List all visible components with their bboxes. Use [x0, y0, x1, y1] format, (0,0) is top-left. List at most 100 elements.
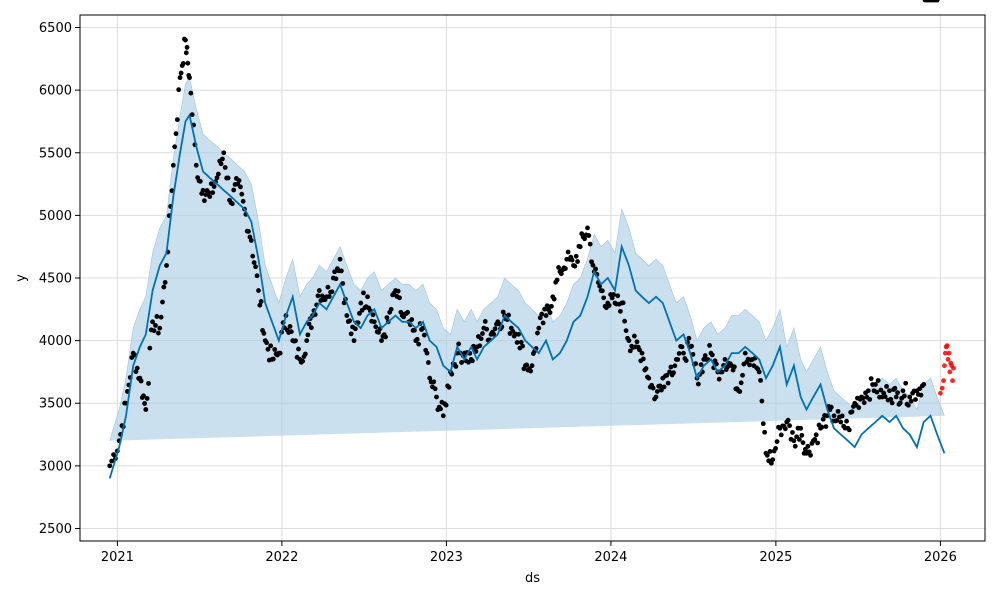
- observed-point: [146, 381, 151, 386]
- observed-point: [565, 249, 571, 255]
- observed-point: [892, 385, 898, 391]
- observed-point: [440, 413, 446, 419]
- observed-point: [248, 238, 254, 243]
- recent-point: [942, 350, 948, 356]
- observed-point: [790, 430, 795, 435]
- observed-point: [111, 452, 116, 458]
- observed-point: [187, 75, 192, 81]
- observed-point: [405, 309, 411, 315]
- observed-point: [537, 315, 543, 321]
- observed-point: [250, 253, 256, 259]
- observed-point: [681, 350, 686, 356]
- observed-point: [453, 364, 459, 369]
- forecast-line-layer: [108, 112, 946, 479]
- observed-point: [770, 457, 776, 462]
- observed-point: [587, 241, 593, 247]
- observed-point: [178, 70, 184, 76]
- observed-point: [686, 335, 692, 341]
- observed-point: [738, 380, 744, 386]
- observed-point: [767, 449, 773, 454]
- observed-point: [443, 402, 449, 408]
- observed-point: [536, 325, 542, 331]
- observed-point: [563, 266, 568, 271]
- observed-point: [782, 426, 788, 432]
- observed-point: [778, 432, 784, 438]
- observed-point: [514, 340, 520, 345]
- observed-point: [193, 162, 199, 168]
- observed-point: [585, 225, 590, 231]
- observed-point: [183, 50, 189, 56]
- observed-point: [934, 0, 940, 3]
- observed-point: [431, 379, 437, 385]
- observed-point: [421, 332, 427, 338]
- observed-point: [201, 198, 207, 204]
- observed-point: [590, 262, 596, 268]
- observed-point: [197, 178, 203, 184]
- recent-point: [951, 365, 956, 371]
- observed-point: [446, 384, 452, 390]
- recent-point: [944, 343, 950, 349]
- observed-point: [246, 229, 251, 234]
- observed-point: [316, 288, 322, 293]
- observed-point: [800, 440, 806, 446]
- observed-point: [520, 343, 525, 349]
- observed-point: [251, 260, 257, 265]
- observed-point: [361, 290, 366, 296]
- observed-point: [170, 162, 176, 168]
- observed-point: [672, 363, 678, 369]
- observed-point: [427, 375, 433, 381]
- observed-point: [238, 184, 243, 190]
- observed-point: [379, 338, 384, 344]
- observed-point: [215, 171, 221, 177]
- observed-point: [341, 300, 347, 306]
- observed-point: [634, 339, 640, 345]
- observed-point: [153, 323, 158, 328]
- uncertainty-band-layer: [109, 76, 945, 441]
- observed-point: [558, 271, 564, 277]
- observed-point: [239, 191, 245, 197]
- observed-point: [702, 353, 708, 358]
- observed-point: [365, 294, 370, 300]
- observed-point: [265, 346, 271, 352]
- recent-points-layer: [937, 343, 956, 396]
- observed-point: [889, 400, 895, 406]
- observed-point: [482, 319, 488, 324]
- observed-point: [539, 311, 545, 317]
- observed-point: [506, 312, 512, 318]
- observed-point: [740, 372, 745, 378]
- observed-point: [918, 392, 924, 398]
- y-tick-label: 2500: [39, 522, 72, 537]
- observed-point: [861, 400, 867, 406]
- observed-point: [860, 395, 866, 401]
- observed-point: [808, 452, 813, 458]
- observed-point: [358, 300, 364, 306]
- observed-point: [220, 156, 225, 162]
- observed-point: [155, 330, 161, 336]
- observed-point: [888, 396, 894, 402]
- observed-point: [791, 438, 797, 444]
- observed-point: [796, 437, 802, 442]
- observed-point: [577, 244, 583, 250]
- observed-point: [107, 463, 113, 469]
- observed-point: [164, 263, 169, 268]
- observed-point: [695, 381, 701, 387]
- observed-point: [623, 328, 629, 334]
- x-tick-label: 2026: [924, 550, 957, 565]
- y-tick-label: 6000: [39, 84, 72, 99]
- observed-point: [547, 310, 553, 315]
- observed-point: [351, 338, 357, 344]
- x-tick-label: 2024: [594, 550, 627, 565]
- observed-point: [676, 351, 682, 356]
- observed-point: [653, 394, 659, 400]
- observed-point: [138, 378, 144, 384]
- observed-point: [709, 352, 715, 358]
- y-tick-label: 3000: [39, 459, 72, 474]
- observed-point: [895, 390, 900, 396]
- observed-point: [654, 389, 660, 394]
- observed-point: [258, 299, 264, 304]
- observed-point: [456, 341, 462, 347]
- observed-point: [792, 443, 798, 449]
- observed-point: [268, 343, 274, 349]
- observed-point: [150, 319, 155, 325]
- observed-point: [240, 198, 246, 204]
